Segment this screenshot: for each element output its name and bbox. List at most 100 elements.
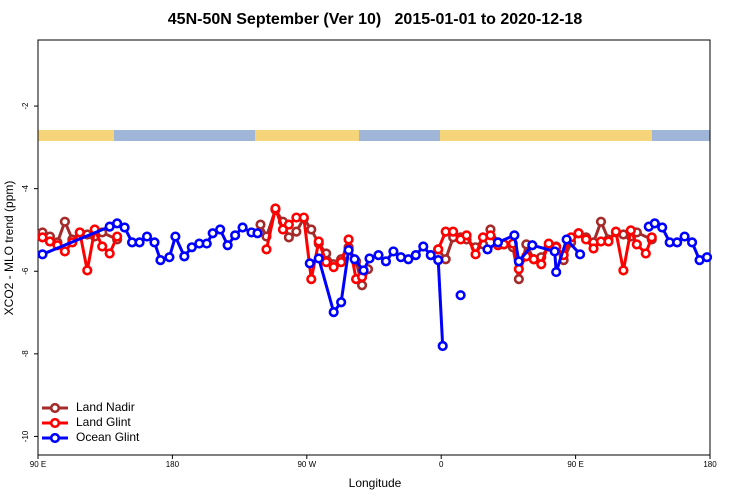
plot-frame <box>37 39 711 456</box>
point <box>349 254 360 265</box>
x-tick-label: 180 <box>703 460 717 469</box>
point <box>388 246 399 257</box>
point <box>580 234 592 245</box>
y-tick-label: -2 <box>21 102 30 110</box>
point <box>364 253 375 264</box>
point <box>536 259 547 270</box>
point <box>255 219 266 230</box>
point <box>155 254 166 266</box>
point <box>528 254 539 265</box>
point <box>482 244 493 255</box>
point <box>37 249 48 260</box>
point <box>701 252 713 263</box>
legend-marker <box>49 402 61 414</box>
x-tick-label: 180 <box>166 460 180 469</box>
point <box>433 254 444 266</box>
point <box>186 242 197 253</box>
point <box>261 244 272 255</box>
point <box>649 218 660 229</box>
map-strip <box>38 130 710 141</box>
point <box>527 240 538 251</box>
point <box>513 264 524 275</box>
point <box>461 230 472 241</box>
legend-marker <box>49 417 61 429</box>
point <box>119 222 130 233</box>
point <box>328 307 339 318</box>
y-axis-label: XCO2 - MLO trend (ppm) <box>2 181 16 316</box>
point <box>112 218 123 229</box>
land-strip <box>38 130 114 141</box>
point <box>291 226 302 237</box>
point <box>549 246 560 257</box>
point <box>672 237 683 248</box>
point <box>134 237 145 248</box>
point <box>283 232 294 243</box>
y-tick-label: -10 <box>21 430 30 442</box>
legend-label: Ocean Glint <box>76 430 140 444</box>
point <box>513 256 524 267</box>
y-tick-label: -4 <box>21 185 30 193</box>
point <box>403 254 414 265</box>
legend-marker <box>49 432 61 444</box>
point <box>237 222 248 233</box>
point <box>492 237 504 248</box>
point <box>679 231 690 242</box>
point <box>59 216 70 227</box>
point <box>485 230 496 241</box>
point <box>170 231 181 242</box>
point <box>418 241 429 252</box>
point <box>313 236 324 247</box>
point <box>625 225 636 236</box>
x-tick-label: 0 <box>439 460 444 469</box>
point <box>313 253 324 264</box>
point <box>283 219 294 230</box>
point <box>373 250 384 261</box>
point <box>595 216 607 227</box>
point <box>328 262 339 273</box>
point <box>164 252 175 263</box>
point <box>437 340 448 352</box>
point <box>179 251 190 262</box>
point <box>380 256 392 267</box>
point <box>646 232 657 243</box>
point <box>321 257 332 268</box>
point <box>551 266 562 278</box>
point <box>141 231 153 242</box>
point <box>74 227 85 238</box>
point <box>59 246 70 257</box>
point <box>298 212 309 223</box>
point <box>610 226 622 237</box>
point <box>201 238 212 249</box>
point <box>304 258 315 269</box>
point <box>358 265 369 276</box>
point <box>509 230 520 241</box>
point <box>270 203 281 214</box>
ocean-strip <box>38 130 710 141</box>
point <box>603 236 614 247</box>
point <box>561 234 572 245</box>
chart-title: 45N-50N September (Ver 10) 2015-01-01 to… <box>168 11 583 28</box>
legend-label: Land Glint <box>76 415 131 429</box>
point <box>455 290 466 301</box>
x-axis-label: Longitude <box>349 476 402 490</box>
point <box>410 250 421 261</box>
point <box>425 250 436 261</box>
point <box>588 243 599 254</box>
point <box>230 230 241 241</box>
point <box>97 241 108 252</box>
point <box>252 228 263 239</box>
point <box>448 226 459 237</box>
point <box>640 248 651 259</box>
point <box>470 249 481 260</box>
land-strip <box>440 130 576 141</box>
point <box>306 224 317 235</box>
point <box>82 265 93 276</box>
x-tick-label: 90 E <box>567 460 583 469</box>
point <box>37 232 48 243</box>
x-tick-label: 90 E <box>30 460 46 469</box>
point <box>618 265 629 276</box>
point <box>149 237 160 248</box>
point <box>657 222 668 233</box>
point <box>336 257 347 268</box>
point <box>222 240 233 251</box>
